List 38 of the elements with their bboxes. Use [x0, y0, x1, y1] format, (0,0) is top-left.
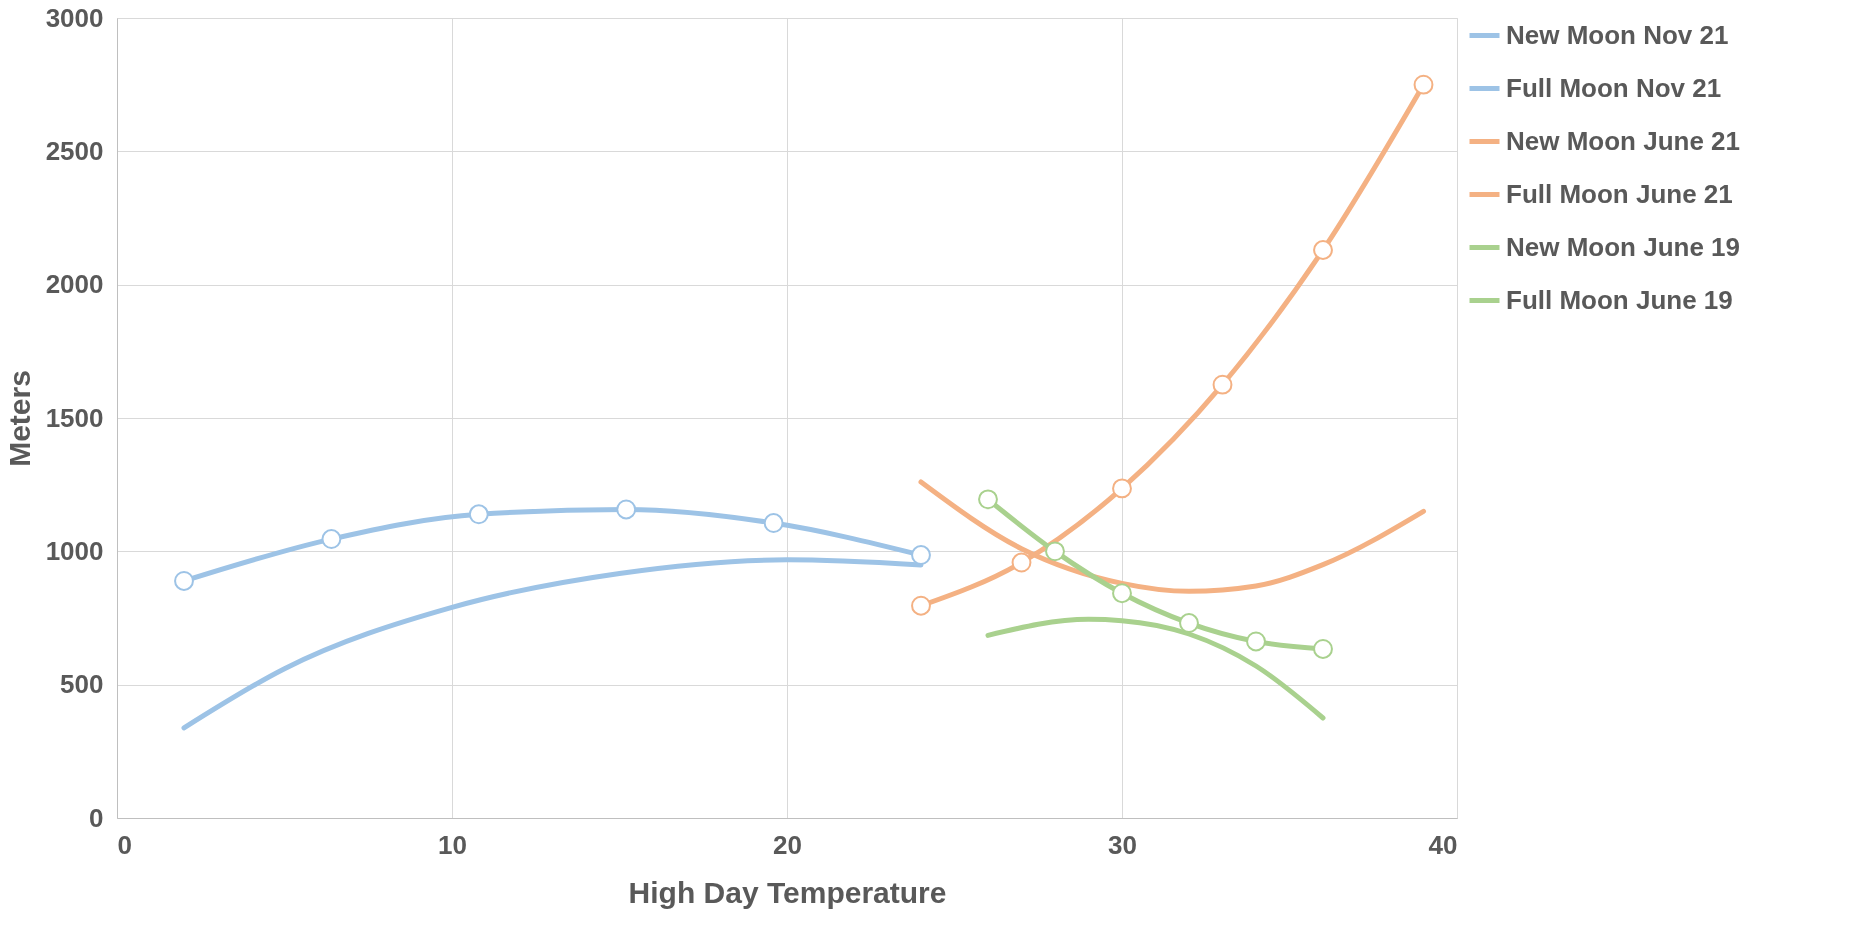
- x-tick-label: 0: [117, 829, 132, 860]
- point: [1246, 631, 1266, 652]
- point: [911, 595, 931, 616]
- point: [1313, 240, 1333, 260]
- legend-label: Full Moon Nov 21: [1506, 72, 1722, 103]
- legend-label: Full Moon June 19: [1506, 284, 1733, 315]
- point: [763, 513, 784, 533]
- point: [1112, 478, 1132, 499]
- point: [468, 504, 489, 525]
- legend-label: New Moon June 19: [1506, 231, 1741, 262]
- x-tick-label: 10: [438, 829, 467, 860]
- point: [1179, 613, 1199, 633]
- point: [1112, 583, 1132, 604]
- point: [321, 529, 342, 549]
- x-axis-title: High Day Temperature: [628, 875, 947, 909]
- legend-label: Full Moon June 21: [1506, 178, 1733, 209]
- point: [911, 545, 931, 565]
- x-tick-label: 20: [773, 829, 802, 860]
- point: [1212, 374, 1233, 395]
- point: [1413, 74, 1434, 95]
- y-axis-title: Meters: [2, 370, 36, 467]
- y-tick-label: 0: [89, 802, 104, 833]
- y-tick-label: 2000: [45, 269, 104, 300]
- y-tick-label: 3000: [45, 2, 104, 33]
- legend-label: New Moon Nov 21: [1506, 19, 1729, 50]
- point: [174, 571, 194, 591]
- point: [1313, 639, 1333, 659]
- x-tick-label: 30: [1108, 829, 1137, 860]
- x-tick-label: 40: [1428, 829, 1458, 860]
- point: [978, 489, 998, 510]
- y-tick-label: 1500: [45, 402, 104, 433]
- y-tick-label: 1000: [45, 535, 104, 566]
- y-tick-label: 2500: [45, 135, 104, 166]
- point: [1045, 541, 1065, 562]
- legend-label: New Moon June 21: [1506, 125, 1741, 156]
- point: [616, 499, 637, 520]
- point: [1011, 552, 1032, 573]
- y-tick-label: 500: [60, 669, 104, 700]
